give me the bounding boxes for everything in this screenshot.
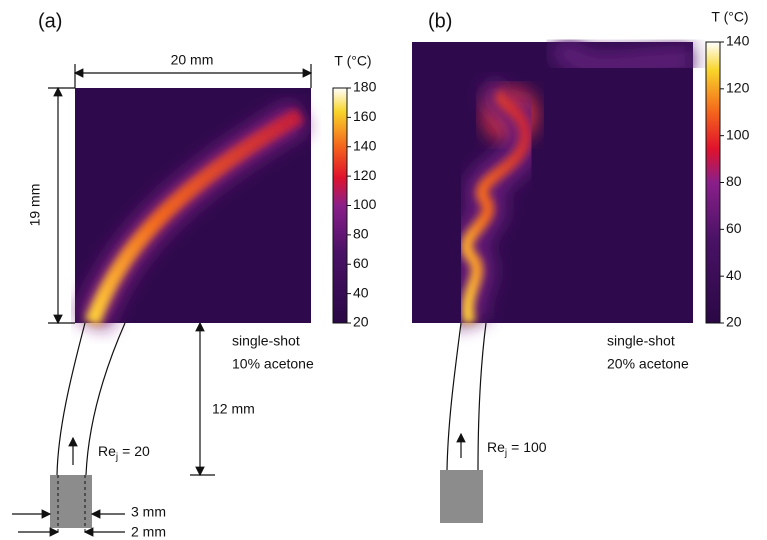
colorbar-tick-label: 120 — [726, 80, 750, 96]
colorbar-tick-label: 120 — [353, 167, 377, 183]
colorbar-tick-label: 140 — [726, 33, 750, 49]
re-rest: = 20 — [122, 443, 150, 459]
height-label: 19 mm — [27, 184, 43, 227]
reynolds: Rej = 100 — [487, 439, 547, 459]
colorbar-tick-label: 80 — [726, 173, 742, 189]
colorbar-tick-label: 60 — [353, 255, 369, 271]
tube — [56, 322, 126, 476]
nozzle — [50, 475, 92, 528]
panel-label: (b) — [428, 10, 452, 32]
reynolds: Rej = 20 — [98, 443, 150, 463]
colorbar-tick-label: 60 — [726, 220, 742, 236]
dim-label: 2 mm — [131, 524, 166, 540]
colorbar-tick-label: 40 — [726, 267, 742, 283]
note: single-shot — [232, 333, 300, 349]
width-label: 20 mm — [171, 52, 214, 68]
distance-label: 12 mm — [212, 401, 255, 417]
thermal-image-a — [75, 88, 311, 330]
colorbar — [332, 87, 348, 324]
colorbar-tick-label: 160 — [353, 108, 377, 124]
colorbar-title: T (°C) — [334, 53, 371, 69]
nozzle — [440, 470, 483, 523]
colorbar-tick-label: 40 — [353, 284, 369, 300]
thermal-image-b — [412, 34, 694, 329]
panel-label: (a) — [38, 10, 62, 32]
colorbar-tick-label: 80 — [353, 226, 369, 242]
colorbar — [705, 41, 721, 324]
re-base: Re — [487, 439, 505, 455]
colorbar-tick-label: 180 — [353, 79, 377, 95]
note: 20% acetone — [607, 356, 689, 372]
colorbar-tick-label: 20 — [726, 314, 742, 330]
dim-label: 3 mm — [131, 504, 166, 520]
re-sub: j — [504, 448, 507, 459]
re-sub: j — [115, 452, 118, 463]
note: single-shot — [607, 333, 675, 349]
re-base: Re — [98, 443, 116, 459]
re-rest: = 100 — [511, 439, 547, 455]
colorbar-title: T (°C) — [711, 9, 748, 25]
colorbar-tick-label: 100 — [353, 196, 377, 212]
colorbar-tick-label: 140 — [353, 137, 377, 153]
note: 10% acetone — [232, 356, 314, 372]
colorbar-tick-label: 100 — [726, 126, 750, 142]
colorbar-tick-label: 20 — [353, 314, 369, 330]
tube — [446, 322, 487, 471]
